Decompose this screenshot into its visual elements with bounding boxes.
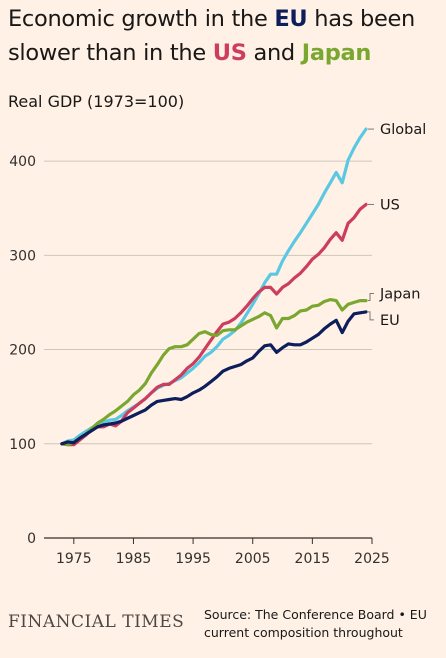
title-highlight-us: US: [212, 40, 247, 66]
y-tick-label: 300: [9, 248, 36, 264]
end-label-us: US: [380, 197, 400, 213]
x-tick-label: 1975: [56, 551, 92, 567]
source-note: Source: The Conference Board • EU curren…: [204, 607, 427, 640]
series-line-us: [60, 202, 368, 447]
title-text-0: Economic growth in the: [8, 6, 275, 32]
chart-title: Economic growth in the EU has been slowe…: [8, 2, 438, 70]
series-line-global: [60, 127, 368, 446]
x-tick-label: 1995: [175, 551, 211, 567]
chart-subtitle: Real GDP (1973=100): [8, 92, 185, 111]
y-tick-label: 100: [9, 437, 36, 453]
y-tick-label: 200: [9, 343, 36, 359]
ft-logo: FINANCIAL TIMES: [8, 612, 185, 632]
label-connector: [368, 293, 374, 302]
x-tick-label: 2025: [354, 551, 390, 567]
x-tick-label: 1985: [116, 551, 152, 567]
label-connector: [368, 311, 374, 321]
title-highlight-japan: Japan: [301, 40, 372, 66]
series-line-japan: [60, 298, 368, 447]
end-label-japan: Japan: [379, 287, 420, 303]
title-highlight-eu: EU: [274, 6, 308, 32]
end-label-eu: EU: [380, 313, 400, 329]
x-tick-label: 2015: [295, 551, 331, 567]
y-tick-label: 400: [9, 154, 36, 170]
x-tick-label: 2005: [235, 551, 271, 567]
title-text-2: has been slower than in the: [8, 6, 416, 66]
series-line-eu: [60, 310, 368, 446]
y-tick-label: 0: [27, 531, 36, 547]
title-text-4: and: [246, 40, 302, 66]
end-label-global: Global: [380, 122, 426, 138]
